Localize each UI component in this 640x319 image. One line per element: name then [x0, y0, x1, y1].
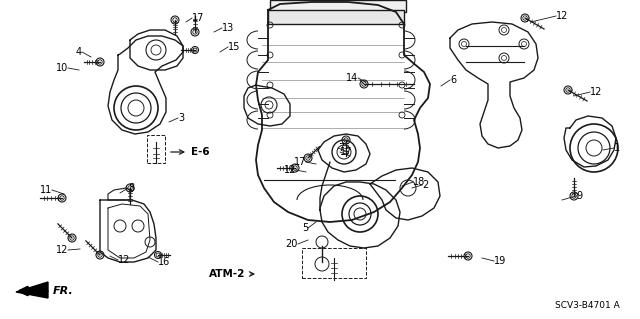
Text: 2: 2 [422, 180, 428, 190]
Text: SCV3-B4701 A: SCV3-B4701 A [556, 301, 620, 310]
Text: 10: 10 [56, 63, 68, 73]
Bar [268, 10, 404, 24]
Text: 12: 12 [590, 87, 602, 97]
Text: 17: 17 [340, 147, 353, 157]
Text: FR.: FR. [53, 286, 74, 296]
Text: 17: 17 [294, 157, 306, 167]
Text: 16: 16 [158, 257, 170, 267]
Text: E-6: E-6 [191, 147, 210, 157]
Text: 14: 14 [346, 73, 358, 83]
Text: 19: 19 [494, 256, 506, 266]
Text: 17: 17 [192, 13, 204, 23]
Text: 12: 12 [56, 245, 68, 255]
Text: 12: 12 [118, 255, 131, 265]
Bar [270, 0, 406, 12]
Text: 5: 5 [301, 223, 308, 233]
Bar [302, 248, 366, 278]
Polygon shape [16, 282, 48, 298]
Text: 12: 12 [284, 165, 296, 175]
Text: 11: 11 [40, 185, 52, 195]
Text: 3: 3 [178, 113, 184, 123]
Bar [147, 135, 165, 163]
Text: 15: 15 [228, 42, 241, 52]
Text: 18: 18 [413, 177, 425, 187]
Text: 12: 12 [556, 11, 568, 21]
Text: 9: 9 [576, 191, 582, 201]
Text: 13: 13 [222, 23, 234, 33]
Text: 4: 4 [76, 47, 82, 57]
Text: 1: 1 [614, 143, 620, 153]
Text: 8: 8 [128, 183, 134, 193]
Text: ATM-2: ATM-2 [209, 269, 245, 279]
Text: 7: 7 [338, 143, 344, 153]
Text: 6: 6 [450, 75, 456, 85]
Text: 20: 20 [285, 239, 298, 249]
